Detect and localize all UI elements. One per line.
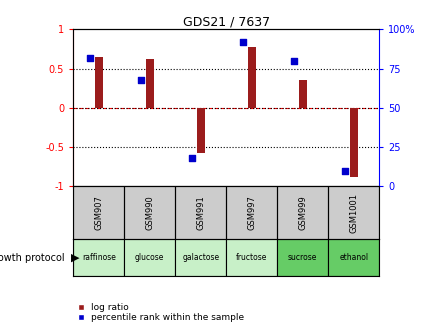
Text: glucose: glucose bbox=[135, 253, 164, 262]
Text: GSM997: GSM997 bbox=[247, 195, 256, 230]
Bar bbox=[146, 59, 153, 108]
Bar bbox=[247, 47, 255, 108]
Text: galactose: galactose bbox=[182, 253, 219, 262]
Point bbox=[188, 156, 195, 161]
Text: sucrose: sucrose bbox=[287, 253, 317, 262]
Text: fructose: fructose bbox=[236, 253, 267, 262]
Point bbox=[341, 168, 347, 173]
Text: raffinose: raffinose bbox=[82, 253, 115, 262]
Bar bbox=[95, 57, 102, 108]
Legend: log ratio, percentile rank within the sample: log ratio, percentile rank within the sa… bbox=[77, 303, 244, 322]
Text: growth protocol: growth protocol bbox=[0, 252, 64, 263]
Bar bbox=[175, 239, 226, 276]
Text: GSM1001: GSM1001 bbox=[348, 193, 357, 232]
Text: GSM907: GSM907 bbox=[94, 195, 103, 230]
Bar bbox=[124, 239, 175, 276]
Point bbox=[289, 58, 296, 63]
Text: GSM991: GSM991 bbox=[196, 195, 205, 230]
Bar bbox=[328, 239, 378, 276]
Bar bbox=[298, 80, 306, 108]
Text: GSM999: GSM999 bbox=[298, 195, 307, 230]
Point bbox=[86, 55, 93, 60]
Title: GDS21 / 7637: GDS21 / 7637 bbox=[182, 15, 269, 28]
Bar bbox=[349, 108, 357, 177]
Bar bbox=[197, 108, 204, 153]
Point bbox=[239, 39, 246, 44]
Text: GSM990: GSM990 bbox=[145, 195, 154, 230]
Point bbox=[137, 77, 144, 82]
Text: ethanol: ethanol bbox=[338, 253, 368, 262]
Bar bbox=[276, 239, 328, 276]
Text: ▶: ▶ bbox=[71, 252, 80, 263]
Bar bbox=[73, 239, 124, 276]
Bar bbox=[226, 239, 276, 276]
